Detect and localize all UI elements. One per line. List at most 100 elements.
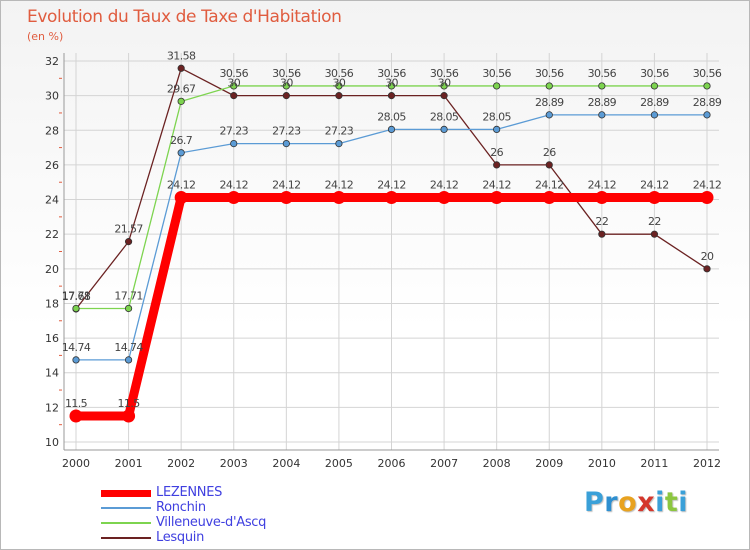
data-label: 30.56 bbox=[588, 67, 617, 80]
data-point bbox=[598, 111, 606, 119]
proxiti-logo: Proxiti bbox=[584, 487, 688, 518]
data-point bbox=[440, 125, 448, 134]
data-point bbox=[174, 190, 188, 204]
data-label: 28.89 bbox=[693, 96, 722, 109]
logo-letter: r bbox=[604, 487, 619, 518]
data-point bbox=[335, 82, 343, 90]
data-label: 30.56 bbox=[640, 67, 669, 80]
data-point bbox=[230, 92, 238, 100]
data-label: 21.57 bbox=[114, 223, 143, 236]
data-label: 24.12 bbox=[640, 178, 669, 191]
y-tick-label: 14 bbox=[45, 367, 59, 380]
data-label: 14.74 bbox=[114, 341, 143, 354]
legend-label: LEZENNES bbox=[156, 485, 223, 500]
data-point bbox=[72, 304, 80, 313]
data-point bbox=[282, 82, 290, 90]
data-point bbox=[650, 230, 659, 238]
data-point bbox=[282, 92, 290, 100]
data-label: 17.71 bbox=[114, 289, 143, 302]
y-tick-label: 32 bbox=[45, 55, 59, 68]
legend-label: Villeneuve-d'Ascq bbox=[156, 515, 267, 530]
x-tick-label: 2006 bbox=[378, 457, 406, 470]
data-label: 30 bbox=[227, 77, 240, 90]
data-point bbox=[230, 82, 238, 90]
data-point bbox=[437, 190, 451, 204]
axes: 10 12 14 16 18 20 22 24 26 28 30 32 2000 2001 2002 2003… bbox=[45, 53, 721, 470]
data-label: 28.05 bbox=[430, 110, 459, 123]
data-point bbox=[124, 356, 133, 364]
data-label: 28.89 bbox=[535, 96, 564, 109]
data-label: 30 bbox=[333, 77, 346, 90]
data-label: 24.12 bbox=[588, 178, 617, 191]
y-tick-label: 24 bbox=[45, 194, 59, 207]
data-label: 30.56 bbox=[377, 67, 406, 80]
logo-letter: x bbox=[637, 487, 656, 518]
data-point bbox=[598, 82, 606, 90]
data-label: 24.12 bbox=[377, 178, 406, 191]
logo-letter: o bbox=[618, 487, 638, 518]
data-label: 24.12 bbox=[325, 178, 354, 191]
data-label: 28.89 bbox=[640, 96, 669, 109]
data-point bbox=[545, 111, 553, 119]
data-point bbox=[545, 82, 553, 90]
data-point bbox=[493, 82, 501, 90]
data-point bbox=[282, 140, 290, 148]
data-point bbox=[124, 304, 133, 313]
y-tick-label: 26 bbox=[45, 159, 59, 172]
x-tick-label: 2012 bbox=[693, 457, 721, 470]
data-point bbox=[703, 82, 711, 90]
data-label: 29.67 bbox=[167, 82, 196, 95]
data-label: 22 bbox=[648, 215, 661, 228]
data-label: 30 bbox=[385, 77, 398, 90]
data-label: 17.68 bbox=[62, 290, 91, 303]
y-tick-label: 28 bbox=[45, 124, 59, 137]
data-label: 11.5 bbox=[118, 397, 141, 410]
data-label: 24.12 bbox=[693, 178, 722, 191]
data-point bbox=[387, 82, 396, 90]
data-point bbox=[650, 111, 659, 119]
data-point bbox=[703, 265, 711, 273]
y-tick-label: 22 bbox=[45, 228, 59, 241]
data-label: 24.12 bbox=[535, 178, 564, 191]
data-label: 30 bbox=[438, 77, 451, 90]
data-label: 24.12 bbox=[482, 178, 511, 191]
data-label: 17.71 bbox=[62, 289, 91, 302]
legend-swatch bbox=[101, 522, 151, 524]
data-label: 30.56 bbox=[220, 67, 249, 80]
data-point bbox=[332, 190, 346, 204]
data-label: 30.56 bbox=[272, 67, 301, 80]
data-point bbox=[703, 111, 711, 119]
data-point bbox=[387, 92, 396, 100]
x-tick-label: 2007 bbox=[430, 457, 458, 470]
data-label: 30 bbox=[280, 77, 293, 90]
data-label: 30.56 bbox=[535, 67, 564, 80]
x-tick-label: 2010 bbox=[588, 457, 616, 470]
data-label: 28.05 bbox=[482, 110, 511, 123]
data-label: 30.56 bbox=[482, 67, 511, 80]
x-tick-label: 2003 bbox=[220, 457, 248, 470]
logo-letter: t bbox=[664, 487, 679, 518]
data-label: 24.12 bbox=[272, 178, 301, 191]
data-point bbox=[598, 230, 606, 238]
data-label: 27.23 bbox=[272, 125, 301, 138]
data-label: 26 bbox=[490, 146, 503, 159]
data-label: 28.05 bbox=[377, 110, 406, 123]
legend-swatch bbox=[101, 537, 151, 539]
data-point bbox=[440, 92, 448, 100]
data-point bbox=[177, 149, 185, 157]
y-tick-label: 12 bbox=[45, 401, 59, 414]
chart-title: Evolution du Taux de Taxe d'Habitation bbox=[27, 7, 342, 27]
data-point bbox=[700, 190, 714, 204]
data-point bbox=[387, 125, 396, 134]
data-label: 30.56 bbox=[693, 67, 722, 80]
data-point bbox=[230, 140, 238, 148]
x-tick-label: 2000 bbox=[62, 457, 90, 470]
data-point bbox=[493, 125, 501, 134]
data-point bbox=[490, 190, 504, 204]
logo-letter: i bbox=[655, 487, 665, 518]
data-label: 27.23 bbox=[220, 125, 249, 138]
x-tick-label: 2001 bbox=[115, 457, 143, 470]
x-tick-label: 2009 bbox=[535, 457, 563, 470]
